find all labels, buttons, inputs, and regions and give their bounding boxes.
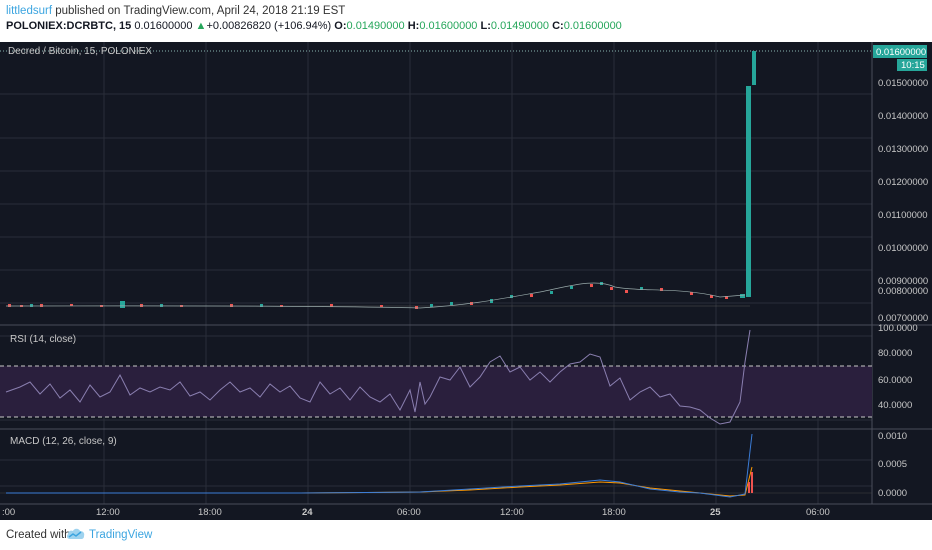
up-arrow-icon: ▲	[195, 20, 207, 32]
time-label: 12:00	[500, 507, 524, 518]
ohlc-row: POLONIEX:DCRBTC, 15 0.01600000 ▲+0.00826…	[6, 20, 622, 32]
price-change: +0.00826820 (+106.94%)	[206, 20, 332, 32]
time-label: 24	[302, 507, 313, 518]
rsi-line	[5, 329, 751, 425]
time-label: 12:00	[96, 507, 120, 518]
tradingview-cloud-icon[interactable]	[66, 527, 86, 541]
low-label: L:	[480, 20, 491, 32]
price-label: 0.01400000	[878, 111, 928, 122]
rsi-band	[0, 366, 872, 417]
time-label: 06:00	[397, 507, 421, 518]
close-label: C:	[552, 20, 564, 32]
grid	[0, 42, 872, 504]
publish-info: littledsurf published on TradingView.com…	[6, 5, 345, 17]
macd-label: 0.0000	[878, 488, 907, 499]
price-label: 0.00700000	[878, 313, 928, 324]
price-label: 0.01200000	[878, 177, 928, 188]
macd-legend: MACD (12, 26, close, 9)	[10, 436, 117, 447]
price-label: 0.00900000	[878, 276, 928, 287]
time-label: 18:00	[198, 507, 222, 518]
high-value: 0.01600000	[419, 20, 478, 32]
time-label: :00	[2, 507, 15, 518]
created-with-text: Created with	[6, 529, 71, 541]
price-label: 0.01300000	[878, 144, 928, 155]
main-legend: Decred / Bitcoin, 15, POLONIEX	[8, 46, 152, 57]
rsi-label: 80.0000	[878, 348, 912, 359]
last-price-tag	[873, 45, 927, 58]
time-label: 18:00	[602, 507, 626, 518]
price-axis[interactable]: 0.01500000 0.01400000 0.01300000 0.01200…	[878, 78, 928, 499]
time-label: 06:00	[806, 507, 830, 518]
time-axis[interactable]: :00 12:00 18:00 24 06:00 12:00 18:00 25 …	[2, 507, 830, 518]
author-link[interactable]: littledsurf	[6, 5, 53, 17]
open-value: 0.01490000	[346, 20, 405, 32]
macd-label: 0.0010	[878, 431, 907, 442]
open-label: O:	[334, 20, 347, 32]
macd-line	[6, 433, 753, 498]
time-label: 25	[710, 507, 721, 518]
macd-signal-line	[6, 466, 753, 497]
price-label: 0.00800000	[878, 286, 928, 297]
rsi-label: 100.0000	[878, 323, 918, 334]
tradingview-link[interactable]: TradingView	[89, 529, 153, 541]
price-label: 0.01000000	[878, 243, 928, 254]
countdown-tag-text: 10:15	[901, 60, 925, 71]
high-label: H:	[407, 20, 420, 32]
rsi-legend: RSI (14, close)	[10, 334, 76, 345]
symbol-label: POLONIEX:DCRBTC, 15	[6, 20, 132, 32]
footer: Created with TradingView	[0, 520, 932, 550]
chart-canvas[interactable]: Decred / Bitcoin, 15, POLONIEX RSI (14, …	[0, 42, 932, 520]
last-price: 0.01600000	[134, 20, 193, 32]
close-value: 0.01600000	[563, 20, 622, 32]
candles	[5, 51, 756, 309]
publish-text: published on TradingView.com, April 24, …	[55, 5, 346, 17]
low-value: 0.01490000	[490, 20, 550, 32]
countdown-tag	[897, 59, 927, 71]
chart-area[interactable]: Decred / Bitcoin, 15, POLONIEX RSI (14, …	[0, 42, 932, 520]
rsi-label: 40.0000	[878, 400, 912, 411]
price-label: 0.01100000	[878, 210, 928, 221]
last-price-tag-text: 0.01600000	[876, 47, 926, 58]
macd-label: 0.0005	[878, 459, 907, 470]
price-label: 0.01500000	[878, 78, 928, 89]
macd-histogram	[748, 472, 753, 493]
rsi-label: 60.0000	[878, 375, 912, 386]
chart-header: littledsurf published on TradingView.com…	[0, 0, 932, 42]
